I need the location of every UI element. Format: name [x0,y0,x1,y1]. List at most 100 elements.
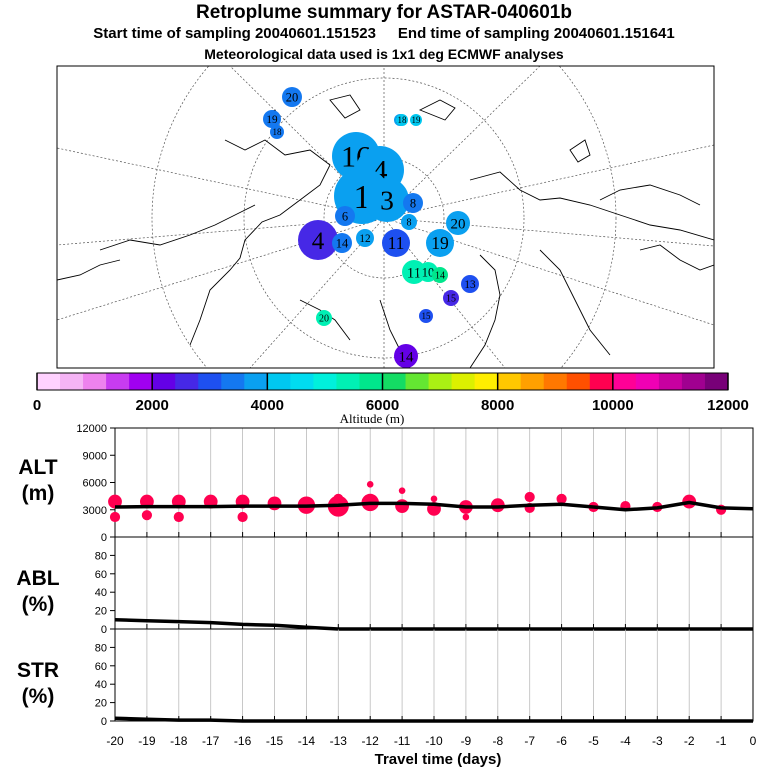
colorbar-swatch-22 [520,373,545,390]
map-cluster-23 [298,220,338,260]
map-cluster-11 [446,211,470,235]
chart-title: Retroplume summary for ASTAR-040601b [196,2,572,23]
map-cluster-label-15: 14 [435,271,445,282]
y-tick-label: 80 [95,642,107,654]
series-line-alt [114,500,754,512]
x-tick-label: -7 [524,734,535,748]
map-cluster-12 [426,229,454,257]
x-tick-label: -15 [266,734,284,748]
colorbar-tick-label-2: 2000 [135,397,168,414]
y-axis-label-bottom: (m) [22,482,55,505]
map-cluster-20 [316,310,332,326]
colorbar-swatch-3 [83,373,107,390]
x-tick-label: -14 [298,734,316,748]
y-axis-label-top: ABL [16,567,59,590]
map-cluster-label-27: 8 [407,218,412,229]
map-cluster-19 [394,344,418,368]
map-cluster-label-2: 19 [266,114,278,126]
alt-cluster-dot [141,510,152,521]
colorbar-tick-label-5: 8000 [481,397,514,414]
map-cluster-10 [365,178,409,222]
alt-cluster-dot [462,513,470,521]
alt-cluster-dot [108,494,122,509]
alt-cluster-dot [430,495,438,503]
map-cluster-label-25: 12 [359,233,370,245]
colorbar-swatch-10 [244,373,268,390]
map-cluster-26 [332,233,352,253]
x-tick-label: -19 [138,734,156,748]
map-cluster-label-23: 4 [312,228,325,255]
y-axis-label-top: ALT [18,456,57,479]
map-border [56,65,715,369]
colorbar-swatch-14 [336,373,360,390]
colorbar-swatch-4 [106,373,130,390]
panel-alt: 0 3000 6000 9000 12000 ALT (m) [18,423,754,544]
map-cluster-label-1: 20 [286,90,299,104]
x-tick-label: -1 [716,734,727,748]
y-tick-label: 20 [95,698,107,710]
map-cluster-15 [432,267,448,283]
colorbar-swatch-21 [497,373,522,390]
map-cluster-label-21: 8 [410,196,416,210]
x-tick-label: -6 [556,734,567,748]
map-cluster-label-22: 6 [342,209,348,223]
x-tick-label: -16 [234,734,252,748]
colorbar-tick-label-7: 12000 [707,397,749,414]
colorbar-swatch-29 [681,373,706,390]
colorbar-swatch-17 [405,373,430,390]
map-cluster-25 [356,229,374,247]
end-time-label: End time of sampling 20040601.151641 [397,25,675,42]
y-tick-label: 0 [101,532,107,544]
y-tick-label: 6000 [83,478,107,490]
x-tick-label: -20 [106,734,124,748]
map-cluster-label-12: 19 [431,233,449,253]
series-line-str [114,716,753,723]
y-axis-label-bottom: (%) [22,685,55,708]
alt-cluster-dot [524,491,535,503]
map-cluster-6 [410,114,422,126]
map-cluster-label-26: 14 [336,236,349,250]
map-cluster-label-10: 3 [380,185,394,216]
colorbar-tick-label-4: 6000 [366,397,399,414]
y-tick-label: 40 [95,587,107,599]
map-cluster-label-11: 20 [451,216,466,232]
colorbar-swatch-11 [267,373,291,390]
colorbar-swatch-7 [175,373,199,390]
met-data-label: Meteorological data used is 1x1 deg ECMW… [204,46,564,62]
sampling-times: Start time of sampling 20040601.151523 En… [0,25,768,42]
colorbar-swatch-15 [359,373,383,390]
map-cluster-2 [263,110,281,128]
alt-cluster-dot [237,511,248,523]
retroplume-map: 2019181618191641320191110141315151420864… [56,65,715,369]
alt-cluster-dot [173,511,184,523]
x-tick-label: -17 [202,734,220,748]
map-cluster-label-17: 15 [446,294,456,305]
map-cluster-27 [401,214,417,230]
map-cluster-5 [396,114,408,126]
x-tick-label: -10 [425,734,443,748]
y-tick-label: 40 [95,679,107,691]
alt-cluster-dot [366,481,374,488]
time-series-panels: 030006000900012000ALT(m)020406080ABL(%)0… [16,423,756,748]
colorbar-swatch-20 [474,373,499,390]
colorbar-swatch-2 [60,373,84,390]
x-tick-label: -4 [620,734,631,748]
x-tick-label: -11 [394,734,411,748]
map-cluster-label-24: 11 [388,233,405,253]
map-cluster-label-16: 13 [464,279,476,291]
x-tick-label: -18 [170,734,188,748]
x-axis-label: Travel time (days) [375,751,502,768]
colorbar-tick-label-6: 10000 [592,397,634,414]
colorbar-swatch-16 [382,373,407,390]
x-tick-label: 0 [750,734,757,748]
colorbar-swatch-19 [451,373,476,390]
colorbar-swatch-1 [37,373,61,390]
alt-cluster-dot [333,493,344,504]
alt-cluster-dot [267,496,282,511]
map-cluster-16 [461,275,479,293]
colorbar-swatch-23 [543,373,568,390]
colorbar-tick-label-3: 4000 [251,397,284,414]
x-tick-label: -13 [330,734,348,748]
alt-cluster-dot [395,499,409,514]
